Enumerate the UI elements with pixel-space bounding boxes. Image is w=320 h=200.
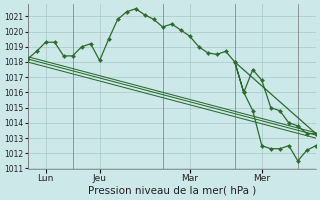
X-axis label: Pression niveau de la mer( hPa ): Pression niveau de la mer( hPa ) (88, 186, 256, 196)
